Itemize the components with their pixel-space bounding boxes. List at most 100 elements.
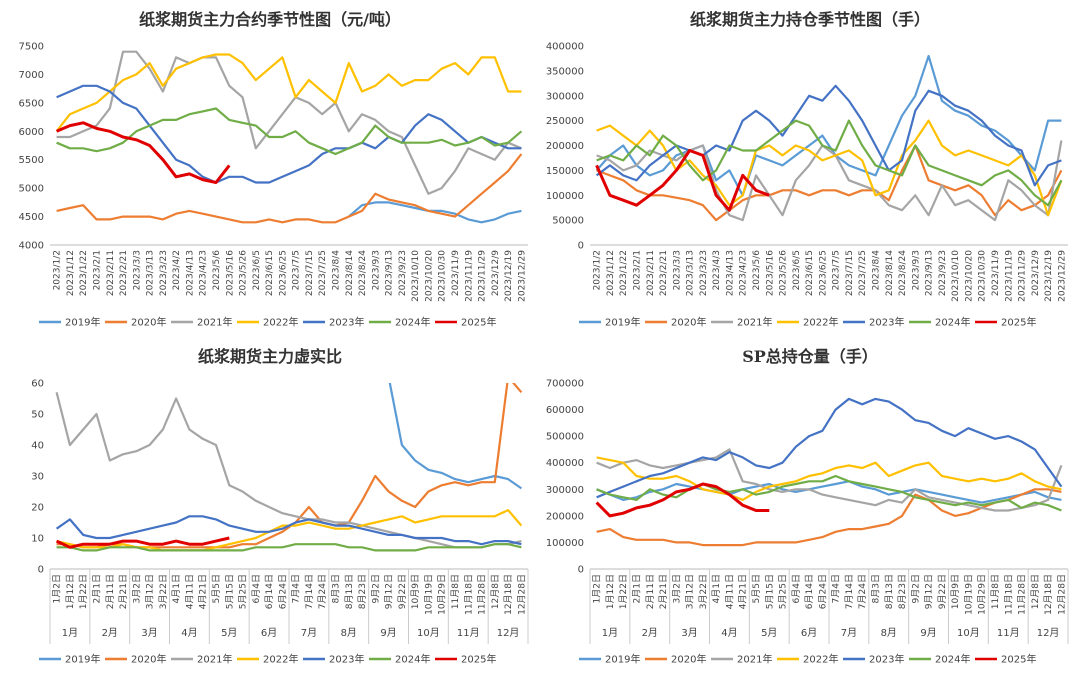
chart-panel: 纸浆期货主力虚实比 0 10 20 30 40 50 60 1月2日 1月12日 1月22日 2月1日… (31, 347, 529, 666)
month-label: 9月 (920, 627, 936, 639)
x-tick-label: 2023/2/21 (119, 250, 129, 296)
x-tick-label: 2023/8/4 (871, 250, 881, 291)
x-tick-label: 2023/1/22 (79, 250, 89, 296)
x-tick-label: 8月23日 (897, 574, 908, 609)
y-tick-label: 0 (38, 565, 44, 576)
x-tick-label: 10月9日 (950, 574, 961, 609)
x-tick-label: 9月22日 (397, 574, 408, 609)
month-label: 9月 (380, 627, 396, 639)
y-tick-label: 7500 (19, 42, 44, 53)
legend-label: 2022年 (263, 316, 298, 329)
x-tick-label: 2023/5/16 (225, 250, 235, 296)
x-tick-label: 9月12日 (924, 574, 935, 609)
x-tick-label: 2023/7/5 (832, 250, 842, 290)
y-tick-label: 4500 (19, 212, 44, 223)
legend-label: 2019年 (605, 653, 640, 666)
x-tick-label: 1月22日 (618, 574, 629, 609)
legend-label: 2021年 (197, 316, 232, 329)
month-label: 3月 (681, 627, 697, 639)
x-tick-label: 10月19日 (963, 574, 974, 615)
legend-label: 2019年 (605, 316, 640, 329)
x-tick-label: 10月9日 (410, 574, 421, 609)
x-tick-label: 4月21日 (198, 574, 209, 609)
x-tick-label: 2023/4/23 (739, 250, 749, 296)
x-tick-label: 7月14日 (304, 574, 315, 609)
x-tick-label: 1月2日 (52, 574, 63, 603)
y-tick-label: 20 (31, 503, 44, 514)
series-line (596, 119, 1063, 217)
series-line (348, 201, 522, 224)
x-tick-label: 2023/10/10 (951, 250, 961, 302)
x-tick-label: 3月12日 (145, 574, 156, 609)
y-tick-label: 6500 (19, 98, 44, 109)
x-tick-label: 11月18日 (1003, 574, 1014, 615)
month-label: 7月 (301, 627, 317, 639)
month-label: 11月 (997, 627, 1020, 639)
series-line (596, 448, 1063, 512)
x-tick-label: 10月29日 (437, 574, 448, 615)
x-tick-label: 2023/9/13 (385, 250, 395, 296)
legend-label: 2022年 (803, 653, 838, 666)
x-tick-label: 12月28日 (516, 574, 527, 615)
x-tick-label: 2023/2/1 (92, 250, 102, 290)
x-tick-label: 2023/4/23 (199, 250, 209, 296)
y-tick-label: 500000 (546, 432, 584, 443)
month-label: 12月 (1037, 627, 1060, 639)
x-tick-label: 2023/7/15 (845, 250, 855, 296)
legend-label: 2020年 (671, 316, 706, 329)
x-tick-label: 2023/12/19 (1044, 250, 1054, 302)
x-tick-label: 2023/6/5 (252, 250, 262, 290)
x-tick-label: 2023/3/23 (159, 250, 169, 296)
month-label: 5月 (761, 627, 777, 639)
y-tick-label: 350000 (546, 66, 584, 77)
month-label: 5月 (221, 627, 237, 639)
series-line (596, 397, 1063, 499)
month-label: 2月 (642, 627, 658, 639)
x-tick-label: 9月2日 (370, 574, 381, 603)
x-tick-label: 2月11日 (645, 574, 656, 609)
x-tick-label: 3月22日 (158, 574, 169, 609)
legend-label: 2019年 (65, 316, 100, 329)
y-tick-label: 7000 (19, 70, 44, 81)
x-tick-label: 5月15日 (764, 574, 775, 609)
series-line (56, 107, 523, 156)
x-tick-label: 6月4日 (791, 574, 802, 603)
x-tick-label: 7月24日 (857, 574, 868, 609)
plot-area (595, 397, 1063, 547)
series-line (55, 53, 522, 132)
x-tick-label: 2023/11/29 (478, 250, 488, 302)
x-tick-label: 2023/4/2 (172, 250, 182, 290)
series-line (56, 50, 522, 195)
x-tick-label: 2023/2/11 (646, 250, 656, 296)
x-tick-label: 2023/1/12 (606, 250, 616, 296)
x-tick-label: 3月2日 (131, 574, 142, 603)
x-tick-label: 6月24日 (277, 574, 288, 609)
legend-label: 2020年 (131, 653, 166, 666)
x-tick-label: 2023/4/13 (725, 250, 735, 296)
y-tick-label: 60 (31, 379, 44, 390)
y-tick-label: 300000 (546, 91, 584, 102)
x-tick-label: 12月18日 (1043, 574, 1054, 615)
x-tick-label: 2023/12/29 (517, 250, 527, 302)
x-tick-label: 2023/3/13 (146, 250, 156, 296)
y-tick-label: 5500 (19, 155, 44, 166)
chart-title: 纸浆期货主力合约季节性图（元/吨） (139, 10, 401, 29)
legend-label: 2024年 (395, 316, 430, 329)
x-tick-label: 2023/7/15 (305, 250, 315, 296)
x-tick-label: 2023/6/25 (818, 250, 828, 296)
y-tick-label: 10 (31, 534, 44, 545)
y-tick-label: 100000 (546, 191, 584, 202)
chart-panel: SP总持仓量（手） 0 100000 200000 300000 400000 500000… (546, 347, 1069, 666)
x-tick-label: 7月14日 (844, 574, 855, 609)
y-tick-label: 30 (31, 472, 44, 483)
x-tick-label: 9月12日 (384, 574, 395, 609)
chart-panel: 纸浆期货主力持仓季节性图（手） 0 50000 100000 150000 200000 2… (546, 10, 1068, 329)
x-tick-label: 2023/11/19 (1004, 250, 1014, 302)
x-tick-label: 2023/1/2 (593, 250, 603, 290)
x-tick-label: 3月2日 (671, 574, 682, 603)
x-tick-label: 2023/9/3 (371, 250, 381, 290)
series-line (596, 119, 1063, 207)
plot-area (55, 50, 523, 224)
x-tick-label: 4月1日 (171, 574, 182, 603)
x-tick-label: 10月19日 (423, 574, 434, 615)
